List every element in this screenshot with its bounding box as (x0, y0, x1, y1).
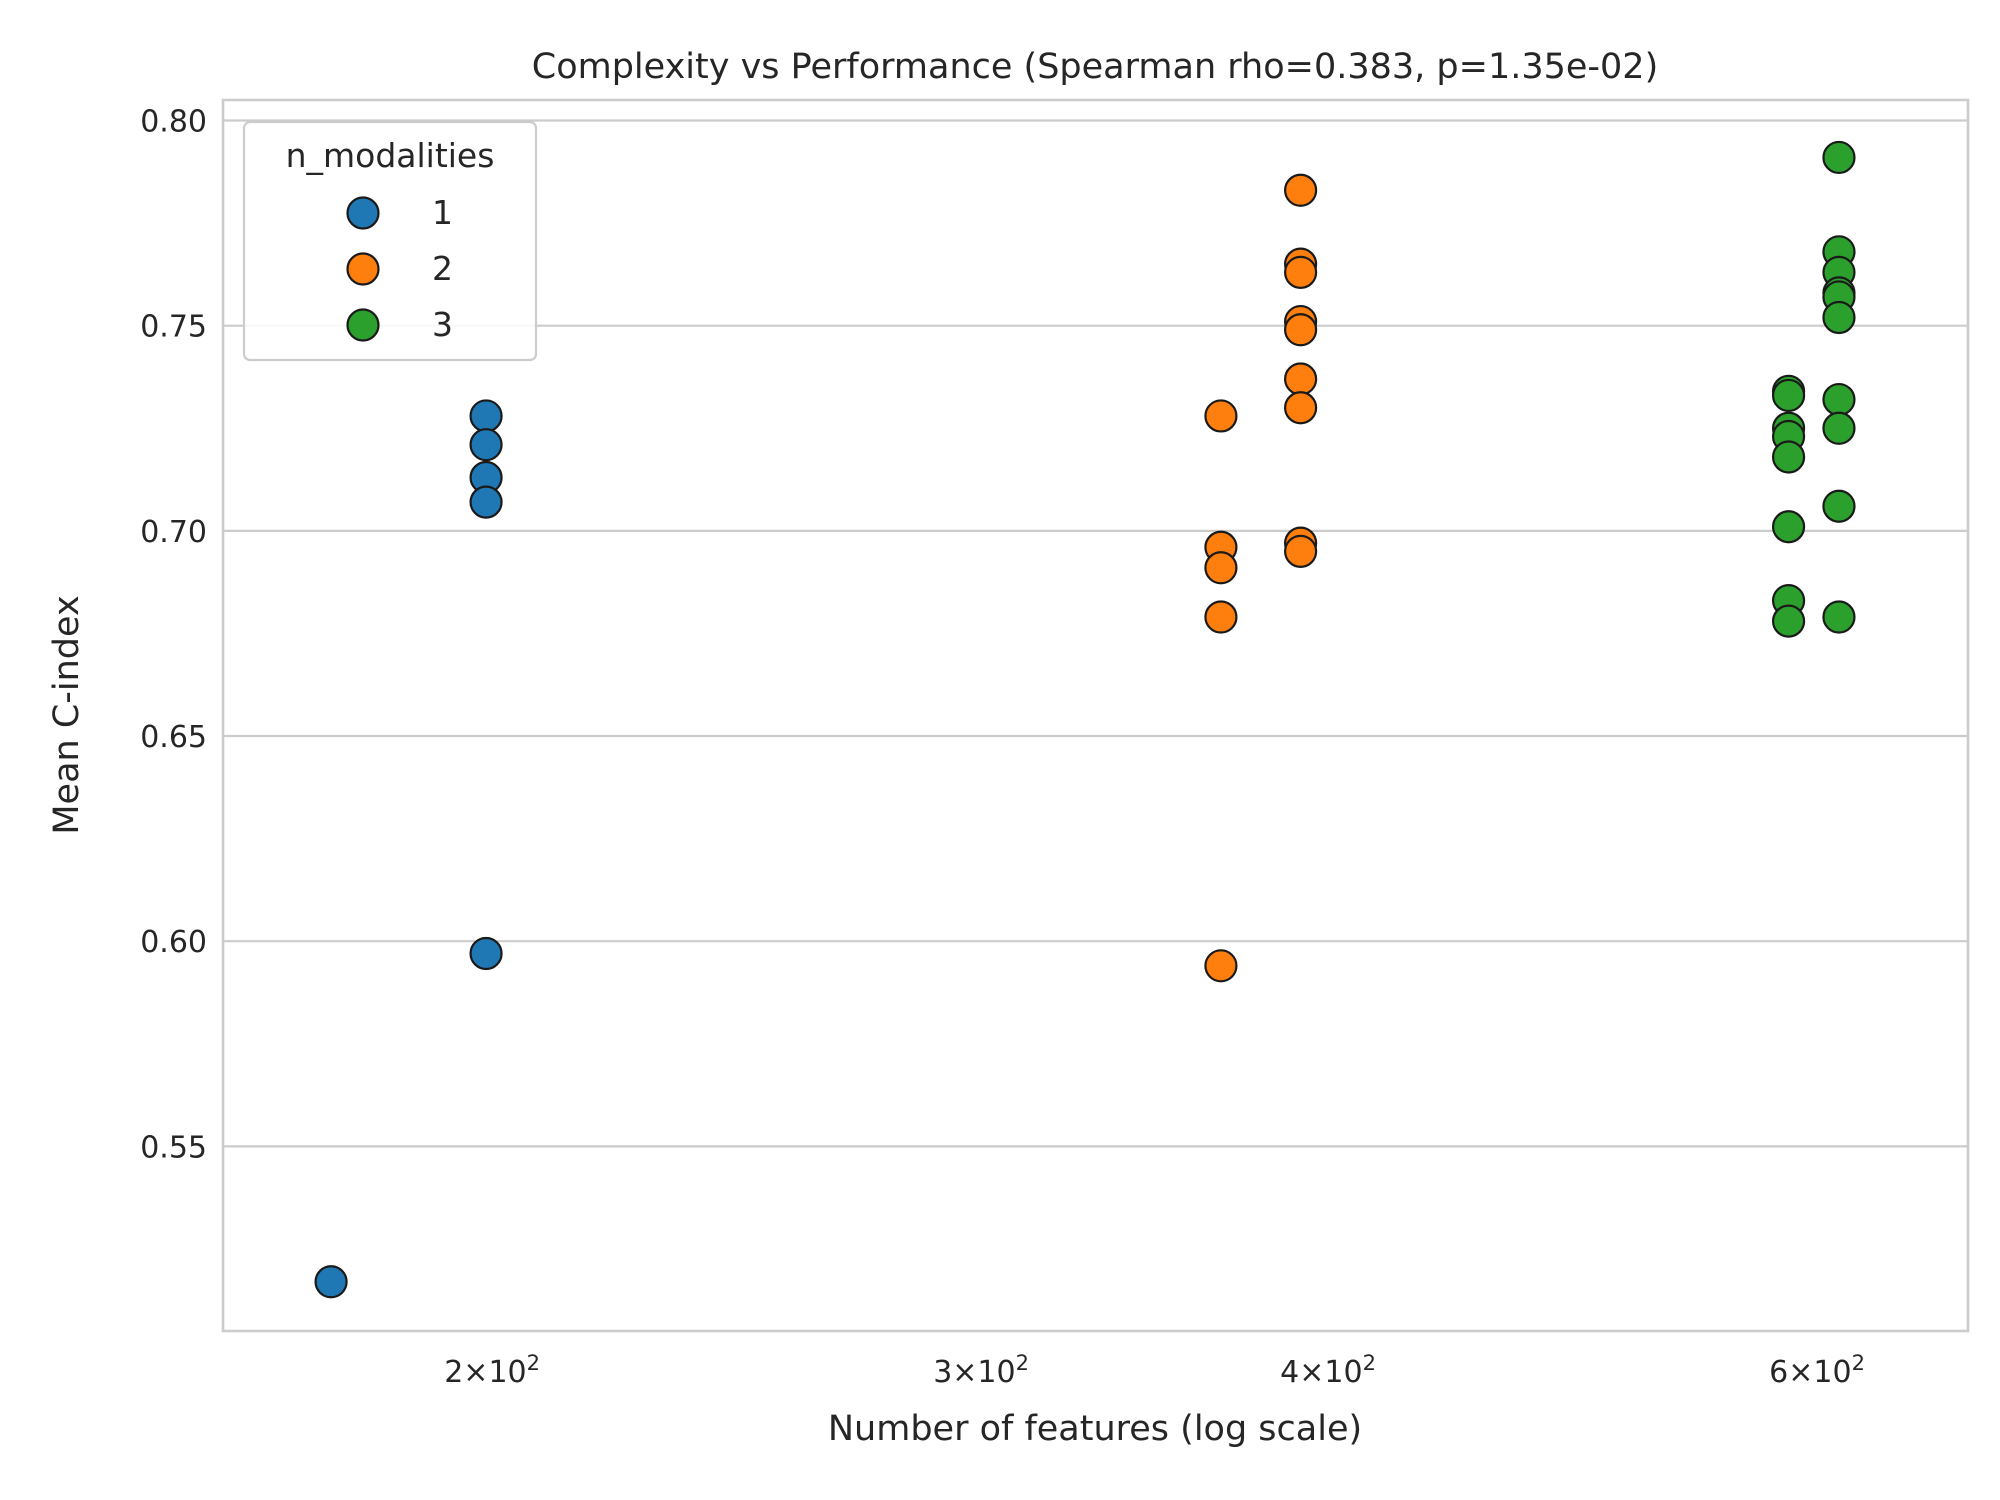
data-point-series-1 (469, 428, 503, 462)
x-axis-title: Number of features (log scale) (828, 1409, 1362, 1449)
data-point-series-1 (314, 1265, 348, 1299)
data-point-series-2 (1284, 362, 1318, 396)
y-axis-title: Mean C-index (47, 595, 87, 834)
legend-marker (346, 196, 380, 230)
legend-entry-label: 2 (432, 249, 453, 288)
data-point-series-3 (1822, 600, 1856, 634)
x-tick-label: 2×102 (444, 1351, 540, 1390)
data-point-series-3 (1822, 382, 1856, 417)
data-point-series-3 (1771, 378, 1806, 413)
data-point-series-2 (1284, 313, 1318, 347)
data-point-series-2 (1284, 534, 1318, 568)
y-tick-label: 0.80 (140, 105, 207, 140)
data-points (314, 140, 1856, 1299)
data-point-series-2 (1284, 255, 1318, 289)
x-axis-ticks: 2×102 3×102 4×102 6×102 (444, 1351, 1865, 1390)
data-point-series-3 (1771, 604, 1806, 638)
data-point-series-2 (1204, 551, 1238, 585)
data-point-series-3 (1771, 510, 1806, 544)
data-point-series-2 (1284, 173, 1318, 207)
data-point-series-2 (1204, 949, 1238, 983)
data-point-series-3 (1822, 411, 1856, 445)
data-point-series-2 (1204, 399, 1238, 433)
data-point-series-3 (1771, 440, 1806, 474)
data-point-series-2 (1204, 600, 1238, 634)
x-tick-label: 6×102 (1769, 1351, 1865, 1390)
x-tick-label: 4×102 (1280, 1351, 1376, 1390)
data-point-series-1 (469, 936, 503, 971)
y-tick-label: 0.60 (140, 925, 207, 960)
y-tick-label: 0.65 (140, 720, 207, 755)
grid-lines (223, 119, 1968, 1148)
y-tick-label: 0.75 (140, 310, 207, 345)
legend-entry-label: 1 (432, 193, 453, 232)
data-point-series-1 (469, 399, 503, 433)
data-point-series-3 (1822, 489, 1856, 523)
x-tick-label: 3×102 (933, 1351, 1029, 1390)
legend-entries: 1 2 3 (346, 193, 453, 344)
legend-title: n_modalities (286, 136, 495, 175)
y-axis-ticks: 0.55 0.60 0.65 0.70 0.75 0.80 (140, 105, 207, 1166)
data-point-series-3 (1822, 300, 1856, 335)
chart-title: Complexity vs Performance (Spearman rho=… (532, 47, 1658, 87)
data-point-series-2 (1284, 391, 1318, 425)
legend-marker (346, 308, 380, 342)
legend-box (242, 120, 538, 362)
data-point-series-3 (1822, 140, 1856, 175)
plot-frame (221, 98, 1970, 1333)
legend-entry-label: 3 (432, 305, 453, 344)
data-point-series-1 (469, 485, 503, 519)
legend-marker (346, 252, 380, 286)
y-tick-label: 0.55 (140, 1130, 207, 1165)
y-tick-label: 0.70 (140, 515, 207, 550)
legend: n_modalities 1 2 3 (242, 120, 538, 362)
